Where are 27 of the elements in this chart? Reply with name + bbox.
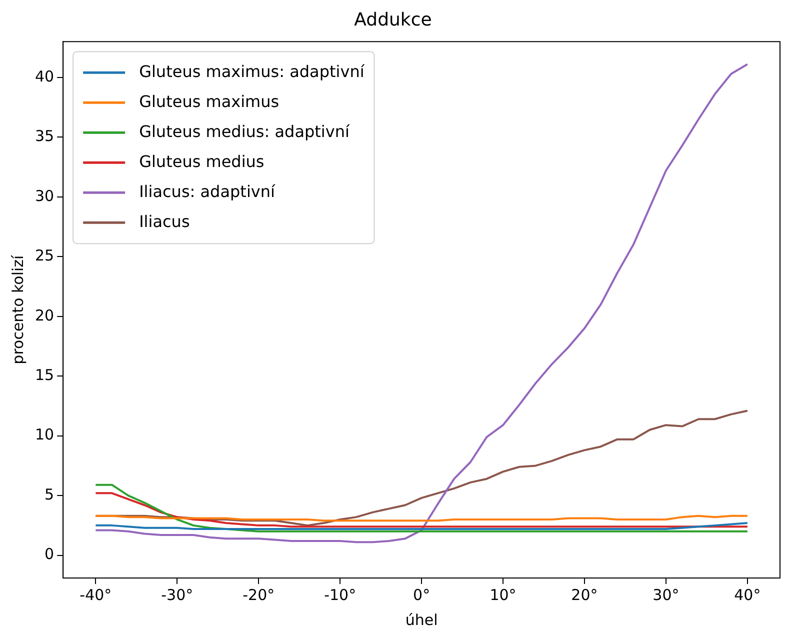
legend-label: Gluteus medius bbox=[139, 152, 264, 171]
x-tick-label: -20° bbox=[242, 586, 275, 604]
x-tick-label: 30° bbox=[652, 586, 680, 604]
chart-title: Addukce bbox=[354, 9, 432, 30]
y-axis-title: procento kolizí bbox=[8, 254, 27, 364]
legend-label: Iliacus bbox=[139, 212, 190, 231]
x-tick-label: 10° bbox=[490, 586, 516, 604]
y-tick-label: 35 bbox=[34, 127, 54, 146]
y-tick-label: 10 bbox=[34, 426, 54, 444]
x-tick-label: -40° bbox=[80, 586, 112, 604]
x-tick-label: 20° bbox=[571, 586, 598, 604]
y-tick-label: 5 bbox=[44, 485, 54, 504]
y-tick-label: 40 bbox=[34, 67, 54, 86]
x-tick-label: 0° bbox=[413, 586, 430, 604]
y-tick-label: 20 bbox=[34, 306, 54, 324]
legend-label: Iliacus: adaptivní bbox=[139, 182, 276, 201]
y-tick-label: 15 bbox=[34, 366, 54, 384]
y-tick-label: 0 bbox=[44, 545, 54, 564]
x-axis-title: úhel bbox=[405, 610, 438, 629]
y-tick-label: 30 bbox=[34, 186, 54, 205]
x-tick-label: 40° bbox=[734, 586, 761, 604]
x-tick-label: -10° bbox=[324, 586, 356, 604]
legend-label: Gluteus maximus: adaptivní bbox=[139, 62, 365, 81]
y-tick-label: 25 bbox=[34, 246, 54, 265]
legend-label: Gluteus medius: adaptivní bbox=[139, 122, 350, 141]
legend-label: Gluteus maximus bbox=[139, 92, 280, 111]
x-tick-label: -30° bbox=[161, 586, 194, 604]
